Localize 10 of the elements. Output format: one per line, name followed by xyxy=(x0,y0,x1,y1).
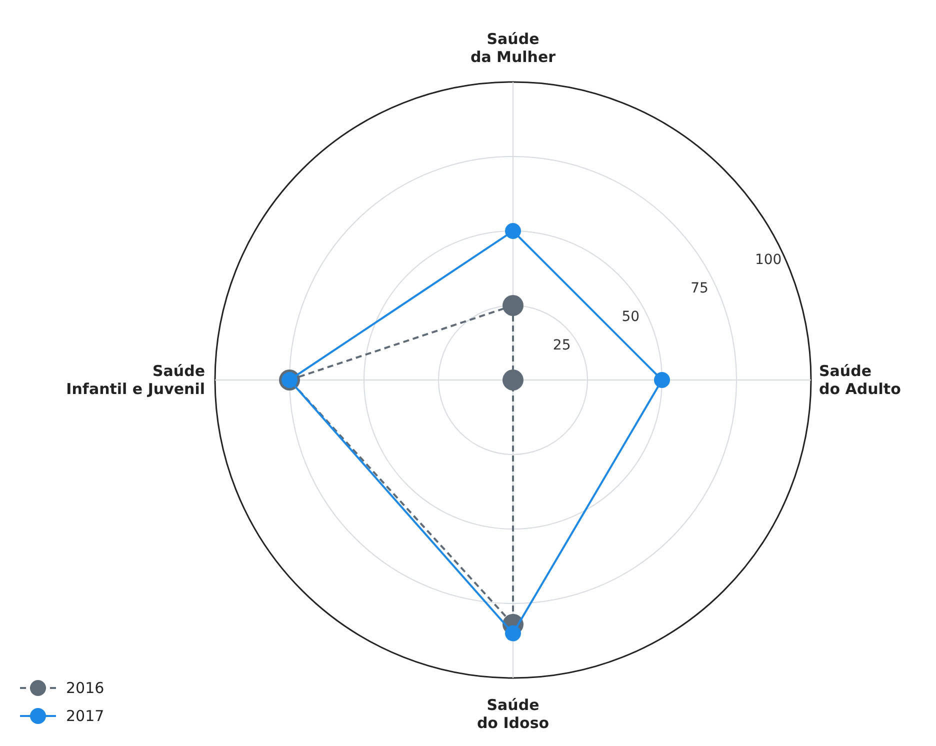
legend-label: 2016 xyxy=(66,679,104,697)
spoke-label: Saúde do Idoso xyxy=(476,696,550,732)
y-tick-label: 100 xyxy=(754,252,782,268)
y-tick-label: 25 xyxy=(552,337,571,354)
y-tick-label: 50 xyxy=(622,308,640,325)
spoke-label: Saúde Infantil e Juvenil xyxy=(66,362,205,398)
spoke-label: Saúde do Adulto xyxy=(819,362,901,398)
spoke-label: Saúde da Mulher xyxy=(470,30,556,66)
legend-label: 2017 xyxy=(66,707,104,725)
y-tick-label: 75 xyxy=(690,280,708,296)
